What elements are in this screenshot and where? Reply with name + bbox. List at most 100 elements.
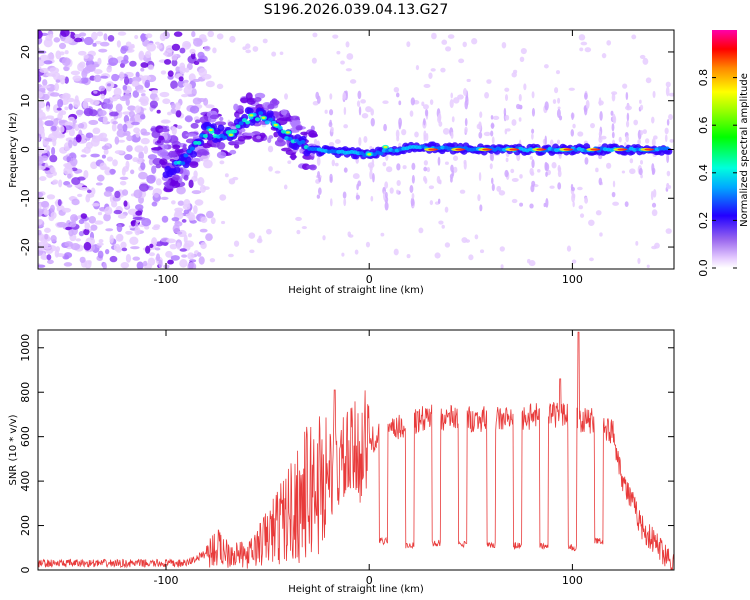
colorbar-tick-label: 0.4 xyxy=(697,164,710,182)
spectrogram-cell xyxy=(41,93,50,101)
spectrogram-cell xyxy=(510,168,515,174)
spectrogram-cell xyxy=(123,200,128,207)
spectrogram-cell xyxy=(87,260,92,265)
spectrogram-cell xyxy=(598,154,603,160)
spectrogram-cell xyxy=(491,177,494,185)
spectrogram-cell xyxy=(134,105,141,114)
spectrogram-cell xyxy=(622,83,628,89)
spectrogram-cell xyxy=(618,136,622,143)
spectrogram-cell xyxy=(290,152,297,161)
spectrogram-cell xyxy=(271,51,277,57)
snr-xtick-label: 0 xyxy=(366,574,373,587)
spectrogram-cell xyxy=(651,138,656,147)
spectrogram-cell xyxy=(453,97,460,104)
spectrogram-cell xyxy=(227,121,234,127)
spectrogram-cell xyxy=(178,76,184,82)
spectrogram-cell xyxy=(511,119,517,126)
spectrogram-cell xyxy=(98,85,106,92)
spectrogram-cell xyxy=(511,198,518,204)
spectrogram-cell xyxy=(455,148,466,151)
spectrogram-cell xyxy=(79,187,90,191)
spectrogram-cell xyxy=(109,194,115,203)
spectrogram-cell xyxy=(340,60,345,65)
spectrogram-cell xyxy=(370,195,374,202)
spectrogram-cell xyxy=(173,166,181,174)
spectrogram-cell xyxy=(43,240,49,250)
spectrogram-cell xyxy=(330,126,334,133)
spectrogram-cell xyxy=(202,134,208,139)
spectrogram-cell xyxy=(170,255,180,261)
spectrogram-cell xyxy=(97,57,102,65)
spectrogram-cell xyxy=(205,233,213,242)
spectrogram-cell xyxy=(372,173,375,183)
spectrogram-cell xyxy=(245,43,251,49)
spectrogram-cell xyxy=(329,109,334,116)
spectrogram-cell xyxy=(171,59,178,67)
spectrogram-cell xyxy=(95,40,102,45)
spectrogram-cell xyxy=(409,185,414,193)
spectrogram-cell xyxy=(645,138,650,144)
spectrogram-cell xyxy=(504,87,510,92)
spectrogram-cell xyxy=(249,249,255,254)
spectrogram-cell xyxy=(150,147,163,151)
spectrogram-cell xyxy=(183,153,189,158)
spectrogram-cell xyxy=(183,42,192,48)
spectrogram-cell xyxy=(665,228,672,234)
spectrogram-cell xyxy=(55,246,61,252)
colorbar-tick-label: 0.6 xyxy=(697,116,710,134)
spectrogram-cell xyxy=(342,191,347,199)
spectrogram-cell xyxy=(71,177,81,186)
spectrogram-cell xyxy=(211,110,217,116)
spectrogram-cell xyxy=(91,203,100,207)
spectrogram-cell xyxy=(163,59,172,65)
spectrogram-cell xyxy=(256,238,263,244)
spectrogram-cell xyxy=(256,135,261,140)
spectrogram-cell xyxy=(84,222,91,230)
spectrogram-cell xyxy=(217,124,225,132)
spectrogram-cell xyxy=(566,245,572,252)
spectrogram-cell xyxy=(293,138,299,143)
spectrogram-cell xyxy=(38,125,44,135)
spectrogram-cell xyxy=(157,149,169,157)
spectrogram-cell xyxy=(258,111,264,116)
spectrogram-cell xyxy=(148,158,154,166)
spectrogram-cell xyxy=(584,196,589,204)
spectrogram-cell xyxy=(123,130,131,136)
spectrogram-cell xyxy=(527,258,531,264)
spectrogram-cell xyxy=(78,219,85,225)
spectrogram-cell xyxy=(589,257,594,262)
spectrogram-cell xyxy=(135,204,144,211)
spectrogram-cell xyxy=(114,190,121,199)
spectrogram-cell xyxy=(100,93,105,100)
spectrogram-cell xyxy=(172,224,180,234)
spectrogram-cell xyxy=(382,161,387,167)
spectrogram-cell xyxy=(88,119,99,126)
spectrogram-cell xyxy=(199,228,208,233)
spectrogram-cell xyxy=(174,209,183,217)
spectrogram-cell xyxy=(129,60,137,67)
spectrogram-cell xyxy=(279,51,284,56)
spectrogram-cell xyxy=(107,83,112,87)
spectrogram-cell xyxy=(196,58,206,63)
spectrogram-cell xyxy=(430,68,436,72)
spectrogram-cell xyxy=(261,116,266,119)
spectrogram-cell xyxy=(57,98,64,108)
spectrogram-cell xyxy=(44,227,51,233)
spectrogram-cell xyxy=(531,91,535,99)
spectrogram-cell xyxy=(175,66,181,73)
spectrogram-cell xyxy=(59,42,67,50)
spectrogram-cell xyxy=(356,100,361,107)
spectrogram-cell xyxy=(140,137,150,145)
spectrogram-cell xyxy=(477,194,481,202)
spectrogram-cell xyxy=(664,134,668,143)
spectrogram-cell xyxy=(171,53,178,61)
spectrogram-cell xyxy=(336,50,341,55)
spectrogram-cell xyxy=(518,104,523,110)
spectrogram-cell xyxy=(264,120,270,125)
spectrogram-cell xyxy=(422,104,429,110)
spectrogram-cell xyxy=(328,142,335,147)
spectrogram-cell xyxy=(531,159,535,169)
spectrogram-cell xyxy=(577,131,584,137)
spectrogram-cell xyxy=(329,93,333,100)
spectrogram-cell xyxy=(61,57,71,67)
